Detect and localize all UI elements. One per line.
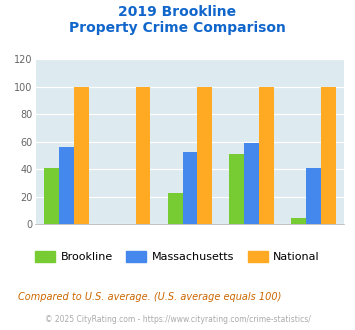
Bar — [259, 87, 274, 224]
Text: Compared to U.S. average. (U.S. average equals 100): Compared to U.S. average. (U.S. average … — [18, 292, 281, 302]
Legend: Brookline, Massachusetts, National: Brookline, Massachusetts, National — [31, 247, 324, 267]
Bar — [168, 193, 182, 224]
Bar — [136, 87, 151, 224]
Text: © 2025 CityRating.com - https://www.cityrating.com/crime-statistics/: © 2025 CityRating.com - https://www.city… — [45, 315, 310, 324]
Bar — [59, 148, 74, 224]
Bar — [44, 168, 59, 224]
Bar — [74, 87, 89, 224]
Bar — [182, 151, 197, 224]
Bar — [291, 217, 306, 224]
Bar — [321, 87, 336, 224]
Bar — [229, 154, 244, 224]
Bar — [244, 143, 259, 224]
Text: 2019 Brookline: 2019 Brookline — [119, 5, 236, 19]
Bar — [197, 87, 212, 224]
Text: Property Crime Comparison: Property Crime Comparison — [69, 21, 286, 35]
Bar — [306, 168, 321, 224]
